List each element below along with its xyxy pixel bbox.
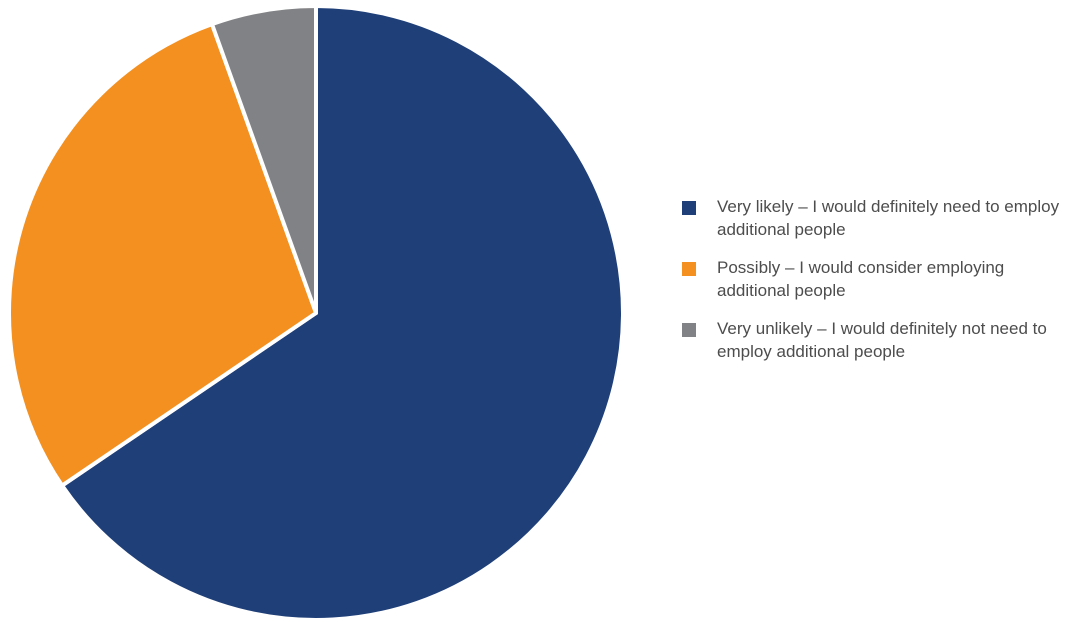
pie-chart — [7, 4, 625, 619]
legend-item-possibly: Possibly – I would consider employing ad… — [682, 256, 1062, 302]
legend: Very likely – I would definitely need to… — [682, 195, 1062, 378]
pie-slice-possibly — [7, 22, 318, 488]
legend-swatch-very-unlikely — [682, 323, 696, 337]
legend-item-very-likely: Very likely – I would definitely need to… — [682, 195, 1062, 241]
legend-label-possibly: Possibly – I would consider employing ad… — [717, 258, 1005, 300]
legend-swatch-very-likely — [682, 201, 696, 215]
legend-label-very-unlikely: Very unlikely – I would definitely not n… — [717, 319, 1047, 361]
pie-slice-very-unlikely — [210, 4, 318, 315]
legend-swatch-possibly — [682, 262, 696, 276]
legend-item-very-unlikely: Very unlikely – I would definitely not n… — [682, 317, 1062, 363]
pie-slice-very-likely — [60, 4, 625, 619]
legend-label-very-likely: Very likely – I would definitely need to… — [717, 197, 1060, 239]
